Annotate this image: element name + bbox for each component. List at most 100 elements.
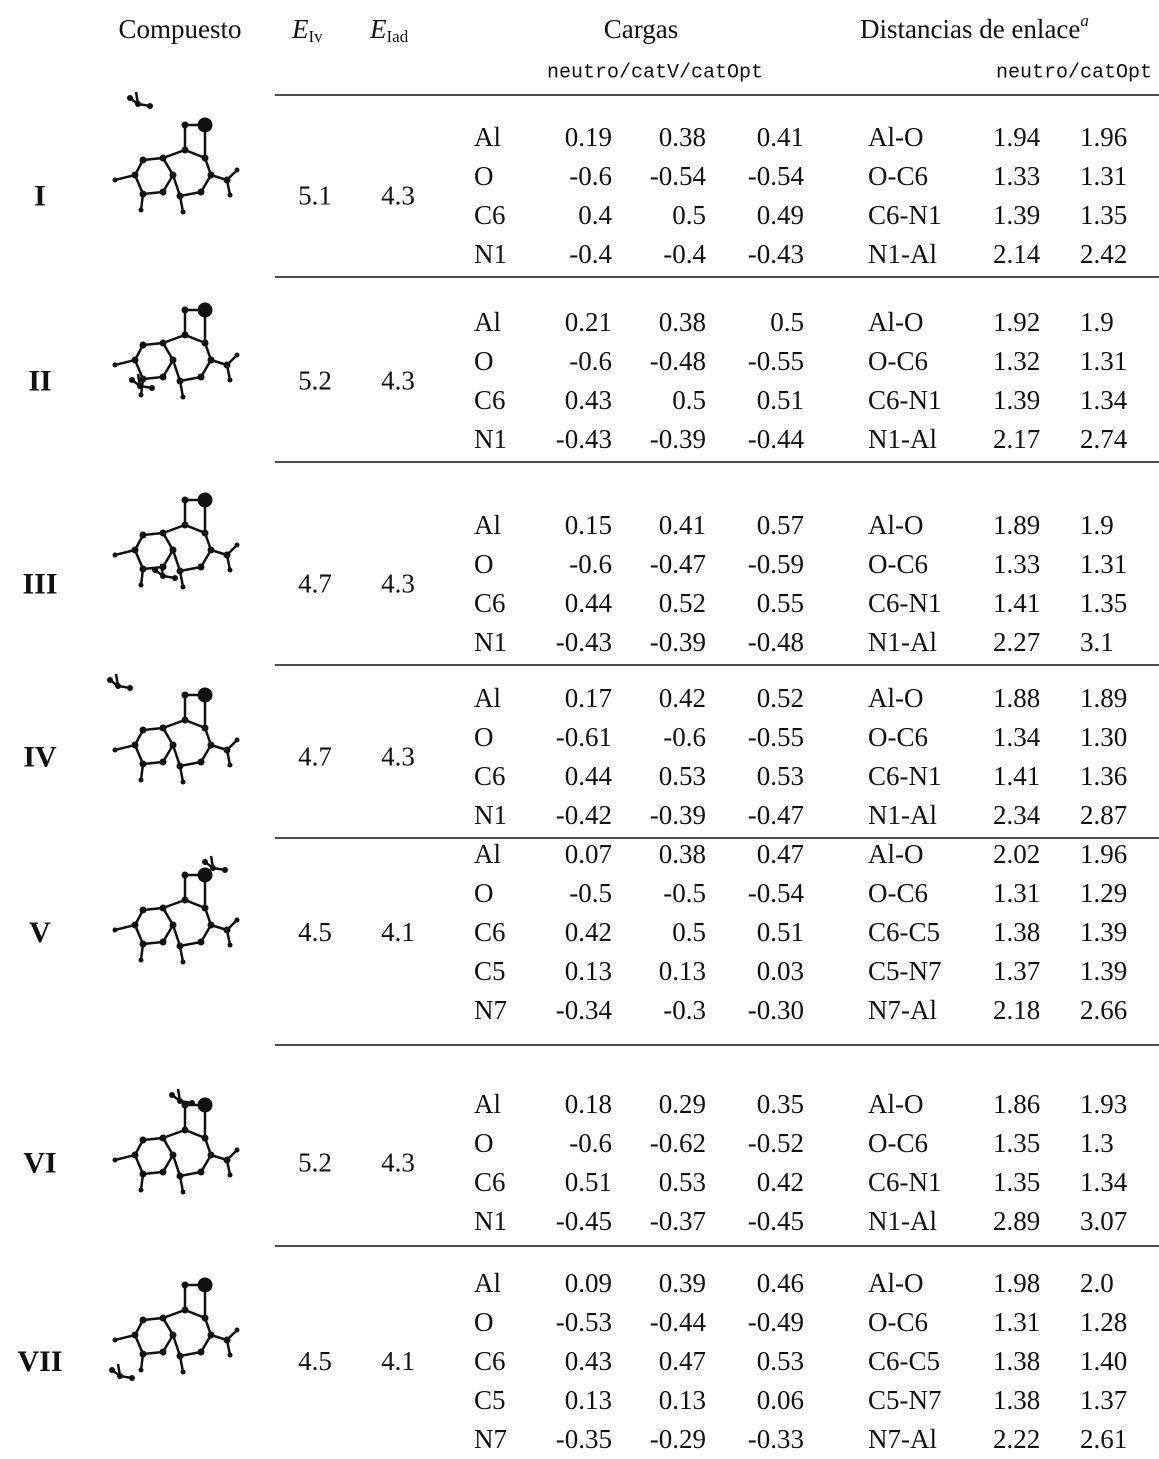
- charge-catopt: -0.30: [748, 995, 804, 1025]
- atom: O: [474, 161, 494, 191]
- distance-neutral: 1.38: [993, 1385, 1040, 1415]
- atom: C6: [474, 385, 506, 415]
- charge-neutral: 0.09: [565, 1268, 612, 1298]
- charge-catv: 0.38: [659, 839, 706, 869]
- distance-catopt: 2.66: [1080, 995, 1127, 1025]
- charge-neutral: -0.43: [556, 424, 612, 454]
- header-charges: Cargas: [604, 14, 679, 44]
- charge-neutral: 0.15: [565, 510, 612, 540]
- charge-neutral: -0.42: [556, 800, 612, 830]
- charge-catv: -0.54: [650, 161, 707, 191]
- charge-neutral: -0.4: [569, 239, 612, 269]
- bond: C6-C5: [868, 917, 940, 947]
- charge-catopt: 0.57: [757, 510, 804, 540]
- charge-catv: 0.47: [659, 1346, 706, 1376]
- eiad: 4.3: [381, 366, 415, 396]
- charge-neutral: -0.6: [569, 1128, 612, 1158]
- charge-neutral: -0.5: [569, 878, 612, 908]
- symbol: E: [369, 14, 387, 44]
- atom: O: [474, 549, 494, 579]
- atom: O: [474, 878, 494, 908]
- compound-label: VII: [17, 1345, 62, 1378]
- charge-neutral: 0.44: [565, 761, 613, 791]
- header-eiv: EIv: [291, 14, 323, 46]
- header-compound: Compuesto: [118, 14, 241, 44]
- distance-neutral: 1.88: [993, 683, 1040, 713]
- charge-catopt: -0.55: [748, 722, 804, 752]
- distance-catopt: 1.35: [1080, 588, 1127, 618]
- subscript: Iad: [387, 27, 409, 46]
- symbol: E: [291, 14, 309, 44]
- charge-catv: -0.47: [650, 549, 706, 579]
- distance-catopt: 1.28: [1080, 1307, 1127, 1337]
- charge-catv: -0.5: [663, 878, 706, 908]
- atom: Al: [474, 122, 501, 152]
- distance-catopt: 1.40: [1080, 1346, 1127, 1376]
- bond: Al-O: [868, 510, 924, 540]
- bond: O-C6: [868, 346, 928, 376]
- molecule: [113, 868, 240, 965]
- charge-catopt: 0.06: [757, 1385, 804, 1415]
- eiad: 4.1: [381, 1346, 415, 1376]
- distance-catopt: 2.61: [1080, 1424, 1127, 1454]
- charge-catopt: -0.44: [748, 424, 805, 454]
- distance-neutral: 2.27: [993, 627, 1040, 657]
- fragment: [127, 92, 153, 109]
- molecule: [113, 688, 240, 785]
- atom: O: [474, 346, 494, 376]
- distance-neutral: 2.14: [993, 239, 1041, 269]
- distance-catopt: 3.07: [1080, 1206, 1127, 1236]
- distance-neutral: 2.18: [993, 995, 1040, 1025]
- eiv: 5.2: [298, 1148, 332, 1178]
- charge-catv: -0.48: [650, 346, 706, 376]
- charge-neutral: -0.43: [556, 627, 612, 657]
- atom: N7: [474, 995, 507, 1025]
- bond: N1-Al: [868, 424, 937, 454]
- charge-neutral: 0.18: [565, 1089, 612, 1119]
- charge-catopt: -0.59: [748, 549, 804, 579]
- charge-catopt: 0.42: [757, 1167, 804, 1197]
- bond: N7-Al: [868, 1424, 937, 1454]
- charge-neutral: 0.43: [565, 385, 612, 415]
- distance-catopt: 1.39: [1080, 956, 1127, 986]
- bond: C5-N7: [868, 956, 942, 986]
- charge-neutral: 0.13: [565, 956, 612, 986]
- bond: O-C6: [868, 161, 928, 191]
- charge-catopt: 0.47: [757, 839, 804, 869]
- charge-catopt: -0.47: [748, 800, 804, 830]
- eiad: 4.3: [381, 181, 415, 211]
- distance-catopt: 1.30: [1080, 722, 1127, 752]
- distance-catopt: 1.89: [1080, 683, 1127, 713]
- bond: O-C6: [868, 549, 928, 579]
- atom: C6: [474, 1346, 506, 1376]
- charge-catv: -0.37: [650, 1206, 706, 1236]
- distance-neutral: 1.33: [993, 549, 1040, 579]
- eiad: 4.3: [381, 569, 415, 599]
- charge-catv: 0.39: [659, 1268, 706, 1298]
- atom: O: [474, 722, 494, 752]
- charge-catopt: -0.52: [748, 1128, 804, 1158]
- distance-neutral: 2.22: [993, 1424, 1040, 1454]
- charge-neutral: 0.4: [578, 200, 612, 230]
- distance-catopt: 1.34: [1080, 1167, 1128, 1197]
- distance-neutral: 1.39: [993, 200, 1040, 230]
- charge-neutral: 0.19: [565, 122, 612, 152]
- atom: C6: [474, 917, 506, 947]
- distance-neutral: 1.33: [993, 161, 1040, 191]
- distance-catopt: 1.9: [1080, 307, 1114, 337]
- atom: N1: [474, 800, 507, 830]
- distance-neutral: 1.92: [993, 307, 1040, 337]
- bond: O-C6: [868, 1128, 928, 1158]
- distance-neutral: 1.94: [993, 122, 1041, 152]
- atom: N7: [474, 1424, 507, 1454]
- distance-catopt: 1.39: [1080, 917, 1127, 947]
- atom: Al: [474, 683, 501, 713]
- compound-label: VI: [23, 1146, 56, 1179]
- atom: Al: [474, 1268, 501, 1298]
- atom: O: [474, 1307, 494, 1337]
- charge-neutral: -0.53: [556, 1307, 612, 1337]
- atom: C6: [474, 1167, 506, 1197]
- charge-catopt: -0.55: [748, 346, 804, 376]
- molecule: [113, 118, 240, 215]
- bond: Al-O: [868, 683, 924, 713]
